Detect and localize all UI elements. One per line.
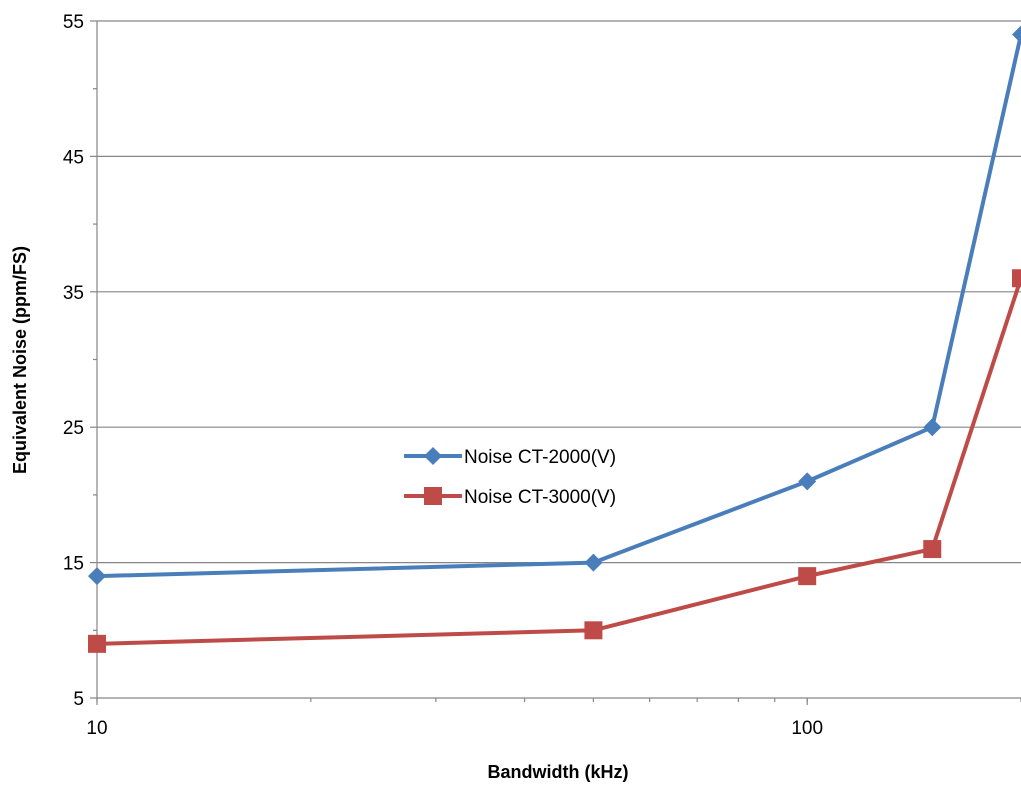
legend-item-ct3000: Noise CT-3000(V) (404, 487, 616, 508)
legend: Noise CT-2000(V) Noise CT-3000(V) (404, 447, 616, 508)
x-tick-labels: 10 100 (86, 718, 823, 739)
y-tick-label-55: 55 (63, 12, 84, 33)
y-tick-label-15: 15 (63, 554, 84, 575)
axes (90, 20, 1021, 705)
y-axis-title: Equivalent Noise (ppm/FS) (10, 246, 30, 474)
series-ct2000 (88, 25, 1021, 586)
data-point-ct3000-2 (798, 567, 817, 586)
data-point-ct2000-3 (923, 418, 942, 437)
data-point-ct3000-0 (88, 634, 106, 653)
y-tick-labels: 5 15 25 35 45 55 (63, 12, 84, 710)
data-point-ct2000-1 (584, 553, 603, 572)
x-axis-title: Bandwidth (kHz) (488, 762, 629, 782)
legend-label-ct2000: Noise CT-2000(V) (464, 447, 616, 468)
y-tick-label-35: 35 (63, 283, 84, 304)
series-group (88, 25, 1021, 653)
data-point-ct2000-4 (1012, 25, 1021, 44)
data-point-ct3000-1 (584, 621, 603, 640)
gridlines (97, 20, 1021, 564)
legend-marker-ct3000 (424, 487, 442, 505)
y-tick-label-45: 45 (63, 147, 84, 168)
legend-marker-ct2000 (424, 447, 442, 465)
data-point-ct3000-3 (923, 540, 942, 559)
x-tick-label-10: 10 (86, 718, 107, 739)
y-tick-label-25: 25 (63, 418, 84, 439)
series-ct3000 (88, 269, 1021, 653)
data-point-ct3000-4 (1012, 269, 1021, 288)
data-point-ct2000-2 (798, 472, 817, 491)
x-tick-label-100: 100 (791, 718, 823, 739)
legend-item-ct2000: Noise CT-2000(V) (404, 447, 616, 468)
y-tick-label-5: 5 (73, 689, 84, 710)
data-point-ct2000-0 (88, 567, 106, 586)
legend-label-ct3000: Noise CT-3000(V) (464, 487, 616, 508)
